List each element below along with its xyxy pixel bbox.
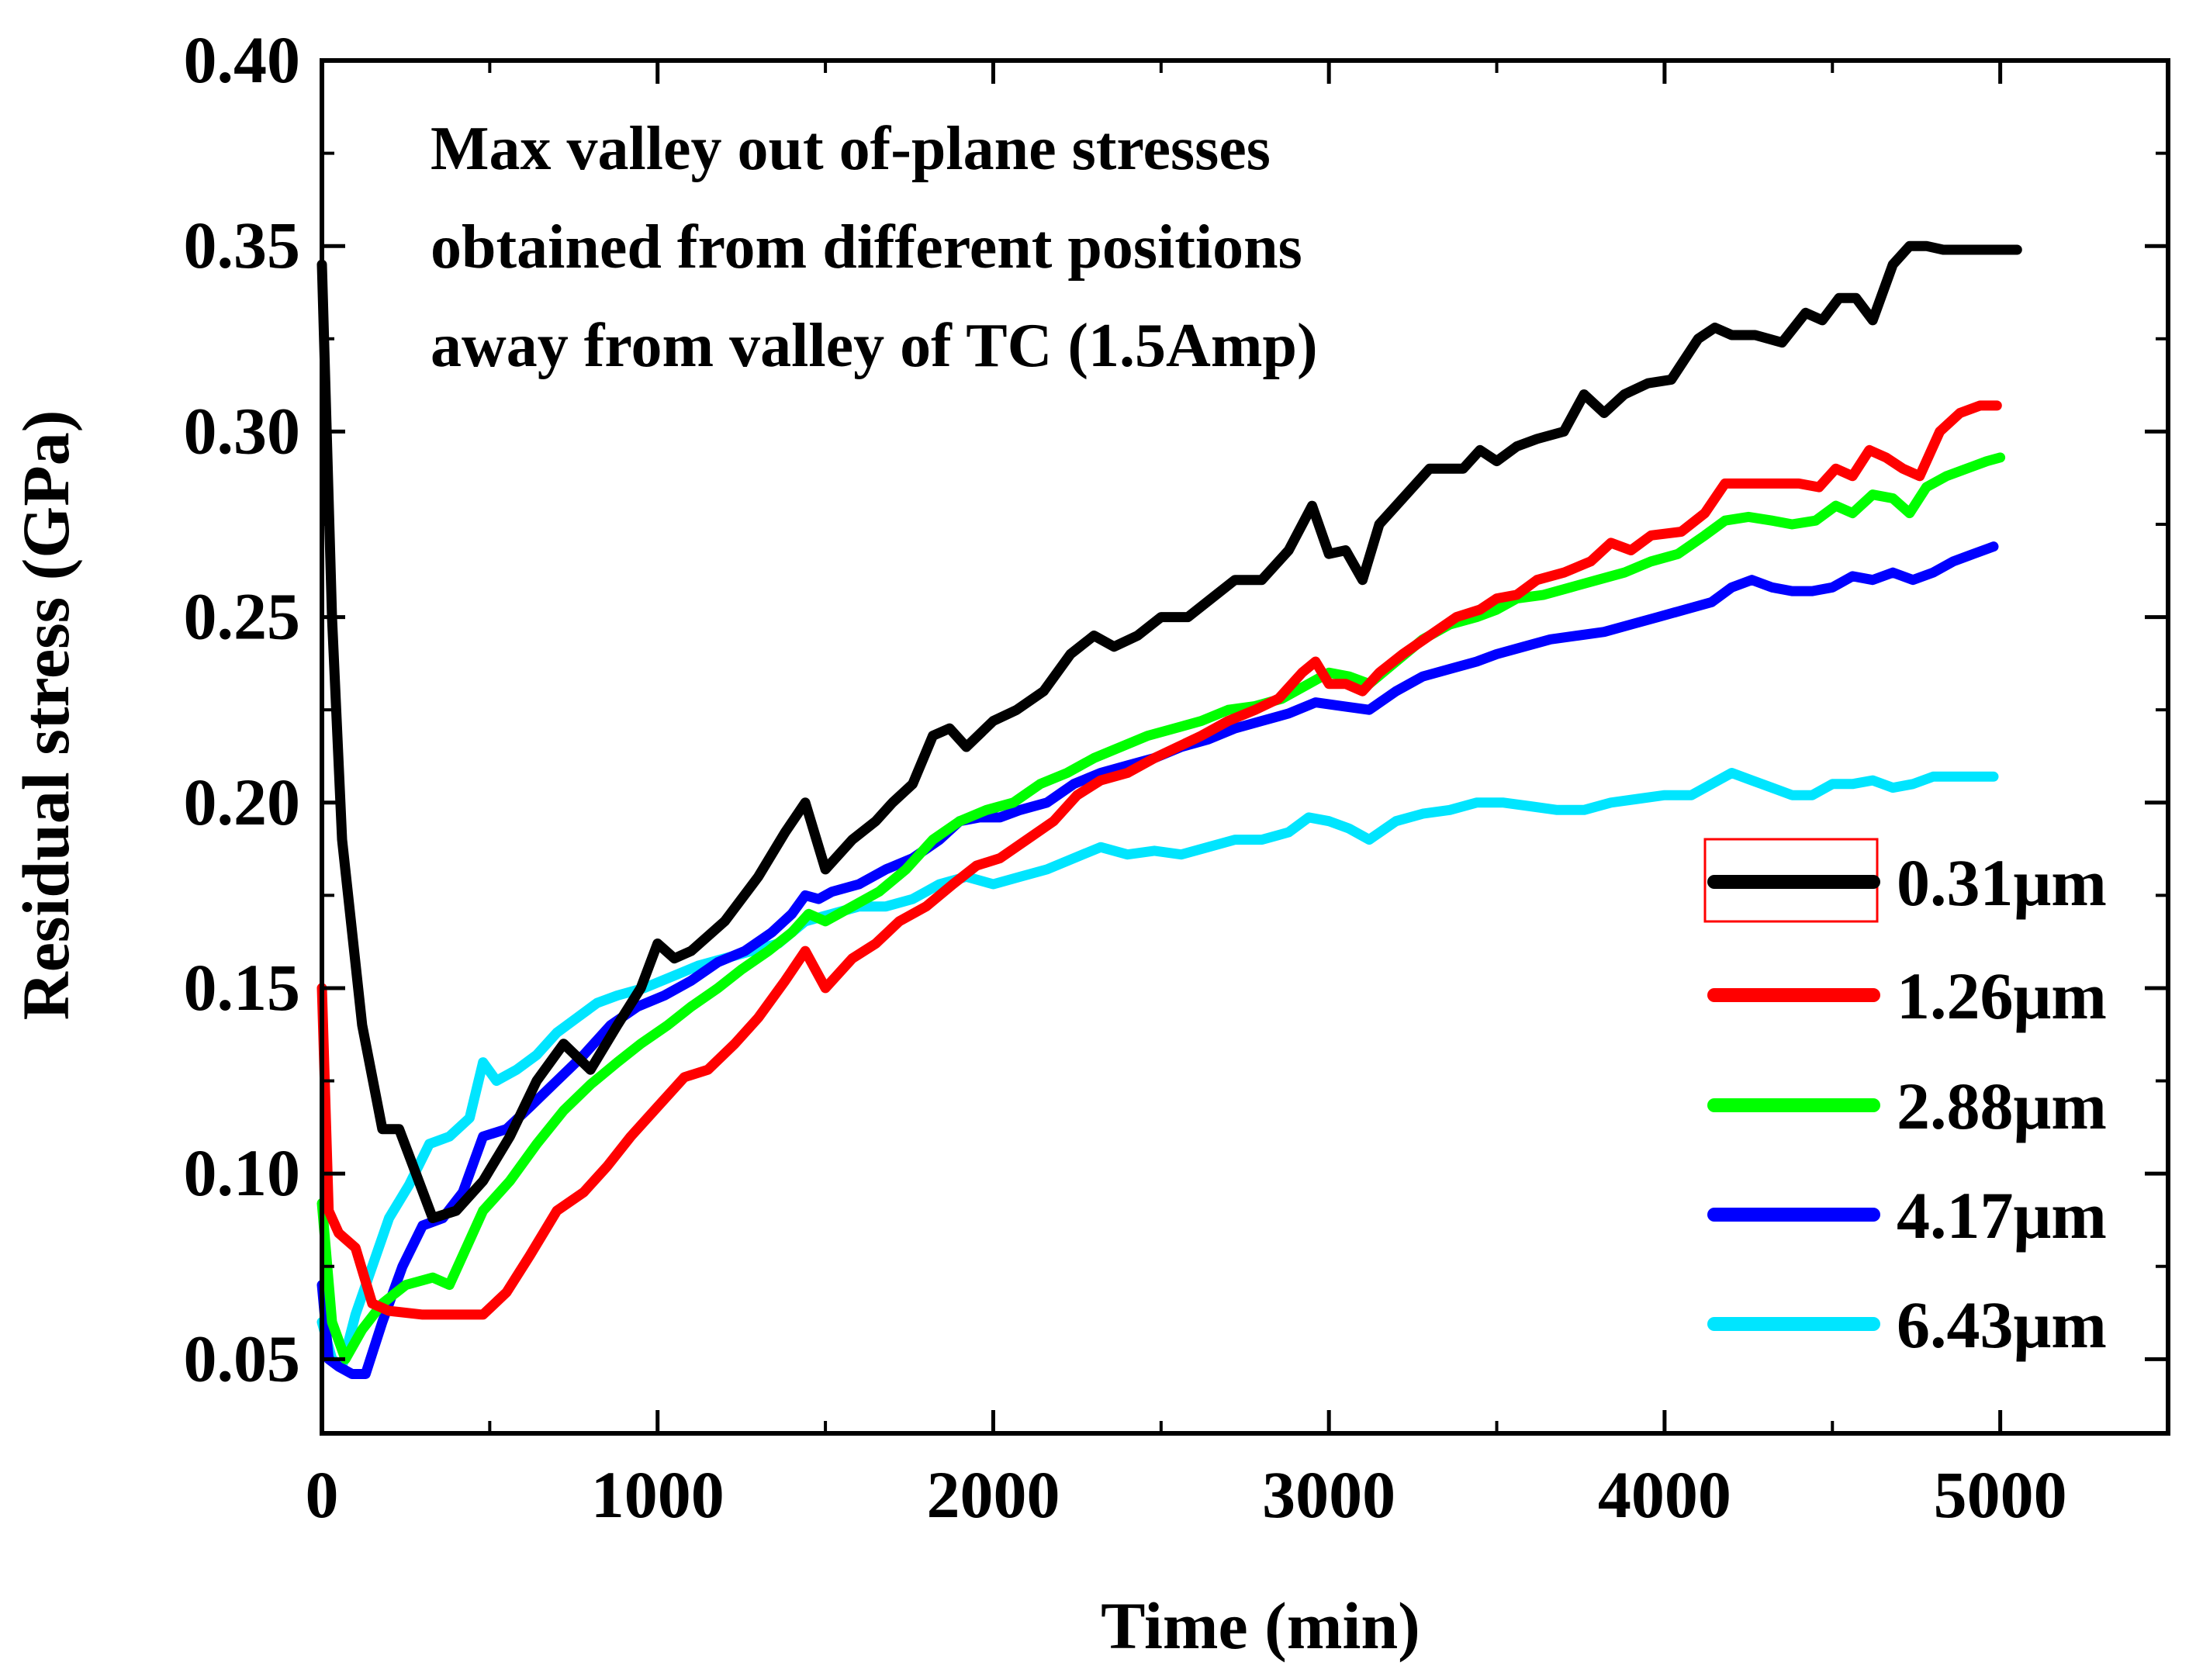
x-tick-label: 0: [306, 1457, 339, 1532]
y-tick-label: 0.05: [184, 1321, 301, 1395]
legend-label-1: 1.26μm: [1897, 959, 2107, 1033]
x-tick-label: 3000: [1262, 1457, 1395, 1532]
plot-area-frame: [320, 58, 2170, 1436]
y-tick-label: 0.40: [184, 22, 301, 97]
series-layer: [316, 240, 2022, 1379]
x-tick-label: 2000: [926, 1457, 1060, 1532]
x-tick-label: 4000: [1598, 1457, 1731, 1532]
y-tick-label: 0.25: [184, 579, 301, 654]
series-line-0: [316, 240, 2022, 1223]
y-tick-label: 0.30: [184, 393, 301, 468]
annotation-block: Max valley out of-plane stresses obtaine…: [431, 115, 1318, 380]
annotation-line-3: away from valley of TC (1.5Amp): [431, 312, 1318, 380]
legend: 0.31μm 1.26μm 2.88μm 4.17μm 6.43μm: [1703, 838, 2107, 1362]
legend-label-0: 0.31μm: [1897, 845, 2107, 920]
x-tick-label: 5000: [1934, 1457, 2067, 1532]
series-line-3: [316, 541, 1999, 1379]
y-tick-label: 0.15: [184, 950, 301, 1025]
y-axis-title: Residual stress (GPa): [9, 410, 83, 1021]
series-line-4: [316, 768, 1999, 1372]
y-tick-label: 0.10: [184, 1136, 301, 1210]
legend-label-2: 2.88μm: [1897, 1069, 2107, 1143]
annotation-line-2: obtained from different positions: [431, 213, 1302, 282]
annotation-line-1: Max valley out of-plane stresses: [431, 115, 1271, 183]
series-line-1: [316, 400, 2002, 1320]
axis-ticks: 0 1000 2000 3000 4000 5000 0.05 0.10 0.15 0.20 0.2…: [184, 22, 2168, 1532]
legend-label-4: 6.43μm: [1897, 1288, 2107, 1362]
y-tick-label: 0.35: [184, 208, 301, 282]
legend-label-3: 4.17μm: [1897, 1178, 2107, 1253]
series-line-2: [316, 452, 2006, 1364]
y-tick-label: 0.20: [184, 765, 301, 839]
x-tick-label: 1000: [591, 1457, 725, 1532]
x-axis-title: Time (min): [1101, 1588, 1420, 1663]
